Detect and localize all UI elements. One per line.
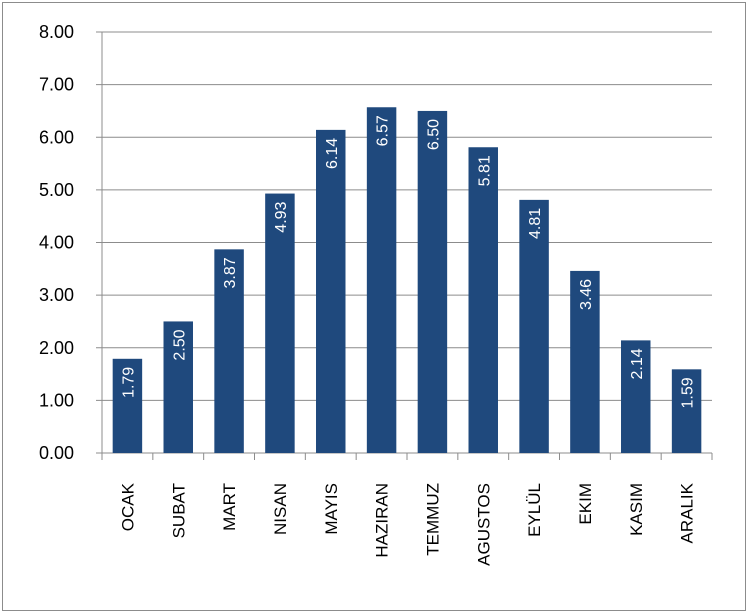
y-tick-label: 4.00	[39, 233, 74, 253]
data-label: 6.57	[375, 115, 392, 146]
y-tick-label: 2.00	[39, 338, 74, 358]
bar-ocak	[112, 358, 143, 453]
y-tick-label: 1.00	[39, 390, 74, 410]
x-tick-label: SUBAT	[169, 483, 188, 538]
x-tick-label: NISAN	[271, 483, 290, 535]
x-tick-label: ARALIK	[678, 482, 697, 543]
bar-subat	[163, 321, 193, 453]
x-tick-label: KASIM	[627, 483, 646, 536]
bar-temmuz	[417, 110, 448, 453]
y-tick-label: 6.00	[39, 127, 74, 147]
bar-kasim	[621, 340, 651, 453]
data-label: 1.59	[680, 377, 697, 408]
bar-mayis	[316, 129, 346, 453]
y-tick-label: 0.00	[39, 443, 74, 463]
x-tick-label: EKIM	[576, 483, 595, 525]
data-label: 3.87	[222, 257, 239, 288]
data-label: 2.14	[629, 348, 646, 379]
y-tick-label: 3.00	[39, 285, 74, 305]
bar-mart	[214, 249, 244, 453]
data-label: 4.93	[273, 201, 290, 232]
x-tick-label: MAYIS	[322, 483, 341, 535]
data-label: 6.14	[324, 138, 341, 169]
bar-haziran	[366, 107, 397, 453]
data-label: 5.81	[476, 155, 493, 186]
x-tick-label: MART	[220, 483, 239, 531]
bar-eylül	[519, 199, 549, 453]
x-tick-label: TEMMUZ	[423, 483, 442, 556]
data-label: 6.50	[425, 119, 442, 150]
bar-nisan	[265, 193, 295, 453]
x-tick-label: HAZIRAN	[373, 483, 392, 558]
bar-aralik	[671, 369, 702, 453]
bar-agustos	[468, 147, 498, 453]
data-label: 1.79	[120, 367, 137, 398]
data-label: 2.50	[171, 329, 188, 360]
x-tick-label: AGUSTOS	[474, 483, 493, 566]
y-tick-label: 5.00	[39, 180, 74, 200]
data-label: 3.46	[578, 279, 595, 310]
data-label: 4.81	[527, 208, 544, 239]
y-tick-label: 7.00	[39, 75, 74, 95]
y-tick-label: 8.00	[39, 22, 74, 42]
x-tick-label: EYLÜL	[525, 483, 544, 537]
x-tick-label: OCAK	[118, 482, 137, 531]
bar-ekim	[570, 270, 600, 453]
